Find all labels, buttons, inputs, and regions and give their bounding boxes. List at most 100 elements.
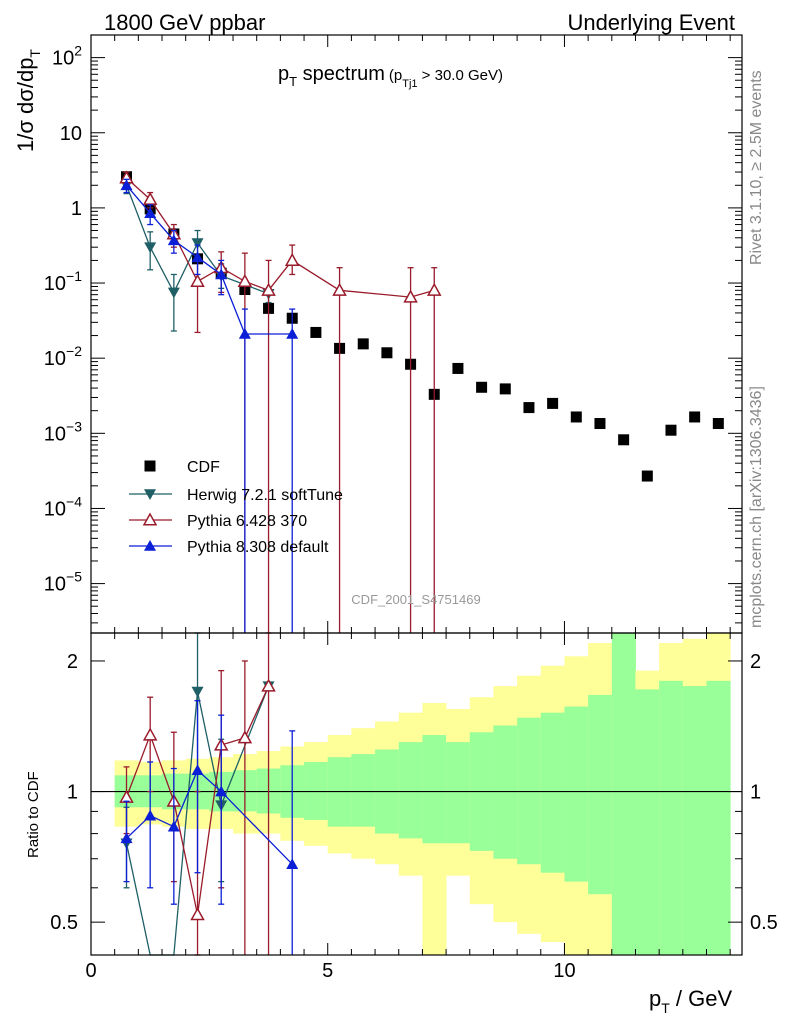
data-point-triangle-up — [215, 268, 228, 280]
data-point-triangle-up — [191, 251, 204, 263]
data-point-square — [641, 470, 653, 482]
data-point-triangle-down — [167, 287, 180, 299]
ratio-band-inner — [635, 689, 660, 955]
data-point-triangle-open — [403, 289, 418, 303]
data-point-square — [523, 402, 535, 414]
y-tick-label: 1 — [71, 198, 82, 220]
ratio-y-tick-label-right: 1 — [750, 782, 761, 804]
legend-label: Pythia 8.308 default — [187, 539, 329, 556]
ratio-band-inner — [517, 717, 542, 865]
data-point-square — [689, 411, 701, 423]
data-point-triangle-open — [237, 730, 253, 744]
data-point-triangle-open — [261, 678, 276, 692]
ratio-band-inner — [564, 706, 589, 882]
legend-label: CDF — [187, 459, 220, 476]
y-tick-label: 10−4 — [44, 493, 82, 520]
watermark: CDF_2001_S4751469 — [351, 592, 480, 607]
data-point-triangle-open — [237, 273, 253, 287]
data-point-square — [144, 460, 156, 472]
ratio-band-inner — [398, 742, 423, 839]
data-point-square — [547, 397, 559, 409]
data-point-triangle-down — [144, 242, 157, 254]
side-label-rivet: Rivet 3.1.10, ≥ 2.5M events — [748, 70, 765, 265]
data-point-square — [618, 434, 630, 446]
data-point-square — [594, 418, 606, 430]
legend-label: Herwig 7.2.1 softTune — [187, 487, 343, 504]
data-point-triangle-open — [190, 273, 205, 287]
ratio-y-tick-label: 2 — [67, 651, 78, 673]
legend-label: Pythia 6.428 370 — [187, 513, 307, 530]
series-pythia-6-428-370 — [119, 170, 442, 633]
data-point-triangle-up — [286, 858, 299, 870]
header-right: Underlying Event — [567, 10, 735, 35]
data-point-triangle-open — [261, 282, 276, 296]
data-point-triangle-up — [167, 234, 180, 246]
series-line — [125, 685, 270, 956]
data-point-triangle-open — [142, 512, 158, 526]
ratio-band-inner — [588, 694, 613, 895]
y-tick-label: 10−5 — [44, 569, 82, 596]
data-point-square — [476, 381, 488, 393]
x-tick-label: 5 — [322, 960, 333, 982]
main-series-layer — [119, 170, 724, 633]
data-point-triangle-open — [142, 191, 158, 205]
data-point-square — [357, 338, 369, 350]
data-point-square — [310, 326, 322, 338]
data-point-triangle-up — [191, 764, 204, 776]
data-point-square — [712, 418, 724, 430]
data-point-triangle-up — [167, 820, 180, 832]
data-point-square — [381, 347, 393, 359]
y-tick-label: 102 — [52, 43, 82, 70]
data-point-triangle-open — [284, 252, 300, 266]
data-point-triangle-up — [238, 327, 251, 339]
data-point-triangle-open — [190, 907, 205, 921]
data-point-square — [452, 362, 464, 374]
ratio-band-inner — [446, 742, 471, 844]
y-tick-label: 10−3 — [44, 418, 82, 445]
series-cdf — [121, 171, 724, 482]
legend: CDF Herwig 7.2.1 softTune Pythia 6.428 370… — [129, 459, 343, 556]
ratio-band-inner — [706, 680, 731, 955]
ratio-plot-frame — [90, 632, 743, 956]
side-label-mcplots: mcplots.cern.ch [arXiv:1306.3436] — [748, 386, 765, 628]
y-tick-label: 10−1 — [44, 268, 82, 295]
data-point-triangle-up — [215, 785, 228, 797]
data-point-square — [570, 411, 582, 423]
ratio-band-inner — [611, 633, 636, 955]
ratio-y-tick-label-right: 2 — [750, 651, 761, 673]
main-y-axis-label: 1/σ dσ/dpT — [13, 49, 43, 152]
data-point-triangle-open — [142, 727, 158, 741]
series-line — [125, 185, 269, 295]
x-tick-label: 0 — [85, 960, 96, 982]
data-point-square — [499, 383, 511, 395]
data-point-triangle-down — [144, 489, 156, 500]
header-left: 1800 GeV ppbar — [104, 10, 265, 35]
ratio-y-tick-label-right: 0.5 — [750, 912, 778, 934]
ratio-uncertainty-bands — [91, 633, 742, 955]
plot-title: pT spectrum (pTj1 > 30.0 GeV) — [278, 63, 503, 90]
y-tick-label: 10 — [60, 123, 82, 145]
ratio-band-inner — [659, 680, 684, 955]
data-point-triangle-open — [332, 282, 347, 296]
y-tick-label: 10−2 — [44, 343, 82, 370]
x-axis-label: pT / GeV — [649, 986, 732, 1016]
ratio-band-inner — [422, 735, 447, 844]
ratio-y-tick-label: 1 — [67, 782, 78, 804]
ratio-band-inner — [540, 712, 565, 873]
ratio-band-inner — [682, 686, 707, 955]
data-point-triangle-down — [191, 238, 204, 250]
data-point-square — [665, 424, 677, 436]
ratio-band-inner — [351, 754, 376, 827]
series-pythia-8-308-default — [120, 700, 299, 955]
data-point-triangle-up — [144, 809, 157, 821]
axes-layer: 0 5 10 10−5 10−4 10−3 10−2 10−1 1 10 102 0.5 0.5 1 1 2 2 — [44, 34, 778, 982]
ratio-y-tick-label: 0.5 — [50, 912, 78, 934]
data-point-triangle-up — [286, 327, 299, 339]
ratio-y-axis-label: Ratio to CDF — [25, 771, 42, 858]
data-point-triangle-down — [191, 686, 204, 698]
data-point-triangle-open — [426, 282, 442, 296]
data-point-triangle-up — [144, 207, 157, 218]
x-tick-label: 10 — [553, 960, 575, 982]
series-pythia-8-308-default — [120, 178, 299, 633]
